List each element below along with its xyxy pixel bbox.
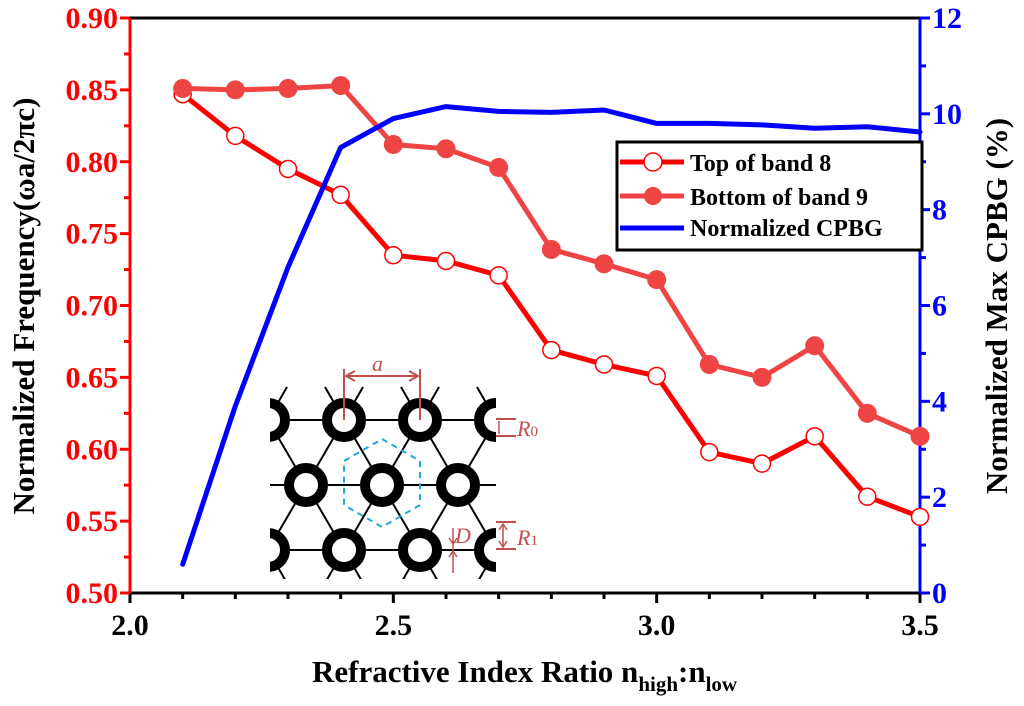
y-tick-label: 0.60: [66, 433, 119, 466]
data-point-top-of-band-8: [910, 507, 930, 527]
data-point-top-of-band-8: [594, 355, 614, 374]
x-tick-label: 2.0: [111, 609, 149, 642]
data-point-top-of-band-8: [278, 159, 298, 179]
data-point-bottom-of-band-9: [541, 239, 561, 259]
data-point-bottom-of-band-9: [699, 354, 719, 374]
r1-arrowhead-bottom: [498, 540, 508, 549]
series-line-normalized-cpbg: [180, 104, 923, 567]
lattice-ring: [436, 463, 480, 507]
data-point-bottom-of-band-9: [752, 367, 772, 387]
y-tick-label: 0.90: [66, 2, 119, 35]
data-point-top-of-band-8: [226, 126, 245, 146]
legend: Top of band 8 Bottom of band 9 Normalize…: [615, 140, 924, 252]
y-tick-label: 0.75: [66, 218, 119, 251]
data-point-top-of-band-8: [384, 245, 403, 265]
data-point-bottom-of-band-9: [383, 135, 403, 154]
data-point-top-of-band-8: [805, 427, 824, 446]
y2-tick-label: 12: [932, 2, 962, 35]
y2-ticks: 0 2 4 6 8 10 12: [920, 2, 962, 610]
lattice-ring: [270, 528, 290, 572]
data-point-bottom-of-band-9: [805, 336, 825, 356]
lattice-bond: [249, 387, 268, 420]
x-tick-label: 3.0: [638, 609, 676, 642]
data-point-bottom-of-band-9: [647, 270, 667, 290]
r1-arrowhead-top: [498, 522, 508, 531]
y-tick-label: 0.55: [66, 505, 119, 538]
x-tick-label: 3.5: [901, 609, 939, 642]
a-arrowhead-left: [343, 370, 356, 382]
y2-tick-label: 0: [932, 577, 947, 610]
data-point-bottom-of-band-9: [436, 139, 456, 159]
label-d: D: [454, 523, 471, 548]
y-tick-label: 0.50: [66, 577, 119, 610]
y2-tick-label: 6: [932, 290, 947, 323]
lattice-ring: [270, 398, 290, 442]
label-r0: R0: [516, 416, 538, 441]
data-point-top-of-band-8: [700, 442, 719, 462]
legend-label-cpbg: Normalized CPBG: [690, 216, 883, 242]
data-point-top-of-band-8: [752, 454, 772, 473]
y2-tick-label: 4: [932, 385, 947, 418]
data-point-top-of-band-8: [436, 251, 456, 271]
d-arrowhead-top: [448, 537, 458, 546]
y-tick-label: 0.80: [66, 146, 119, 179]
x-ticks: 2.0 2.5 3.0 3.5: [111, 593, 939, 642]
x-tick-label: 2.5: [375, 609, 413, 642]
lattice-ring: [474, 528, 496, 572]
data-point-bottom-of-band-9: [489, 158, 509, 177]
data-point-bottom-of-band-9: [857, 403, 877, 423]
y-axis-title: Normalized Frequency(ωa/2πc): [6, 97, 41, 514]
y-tick-label: 0.65: [66, 361, 119, 394]
y-tick-label: 0.85: [66, 74, 119, 107]
lattice-bond: [249, 550, 268, 583]
y2-tick-label: 10: [932, 98, 962, 131]
data-point-top-of-band-8: [858, 487, 877, 506]
data-point-bottom-of-band-9: [225, 80, 245, 100]
lattice-inset-diagram: a R0 R1 D: [249, 351, 538, 583]
x-axis-title: Refractive Index Ratio nhigh:nlow: [312, 654, 738, 696]
label-a: a: [372, 351, 383, 376]
a-arrowhead-right: [408, 370, 421, 382]
lattice-ring: [322, 528, 366, 572]
lattice-ring: [474, 398, 496, 442]
y-tick-label: 0.70: [66, 290, 119, 323]
data-point-top-of-band-8: [331, 185, 350, 205]
y2-axis-title: Normalized Max CPBG (%): [979, 118, 1014, 494]
series-layer: [173, 76, 930, 567]
d-arrowhead-bottom: [448, 549, 458, 558]
legend-label-bottom-band-9: Bottom of band 9: [690, 185, 868, 211]
data-point-top-of-band-8: [489, 266, 508, 285]
lattice-bond: [495, 550, 496, 553]
lattice-ring: [398, 528, 442, 572]
lattice-ring: [284, 463, 328, 507]
data-point-bottom-of-band-9: [594, 254, 614, 274]
data-point-bottom-of-band-9: [278, 78, 298, 98]
legend-label-top-band-8: Top of band 8: [690, 151, 831, 177]
data-point-bottom-of-band-9: [173, 78, 193, 98]
data-point-top-of-band-8: [542, 340, 561, 360]
data-point-bottom-of-band-9: [331, 76, 351, 96]
y-ticks: 0.50 0.55 0.60 0.65 0.70 0.75 0.80 0.85 0.90: [66, 2, 130, 610]
y2-tick-label: 2: [932, 481, 947, 514]
legend-marker-top-band-8: [643, 152, 663, 172]
legend-marker-bottom-band-9: [644, 187, 662, 205]
data-point-bottom-of-band-9: [910, 426, 930, 446]
data-point-top-of-band-8: [647, 366, 666, 386]
lattice-ring: [360, 463, 404, 507]
label-r1: R1: [516, 525, 538, 550]
y2-tick-label: 8: [932, 194, 947, 227]
lattice-bond: [495, 417, 496, 420]
